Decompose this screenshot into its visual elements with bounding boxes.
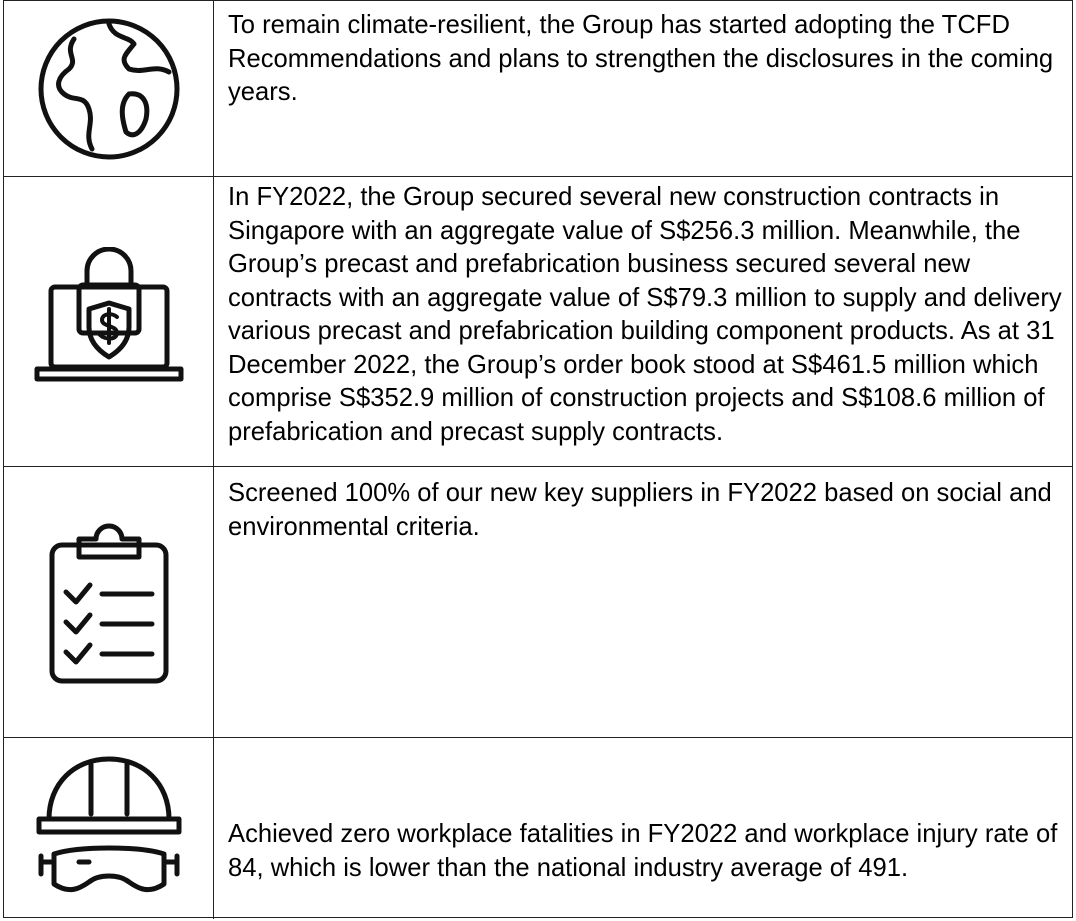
row: To remain climate-resilient, the Group h… xyxy=(4,1,1072,177)
row: In FY2022, the Group secured several new… xyxy=(4,177,1072,467)
checklist-icon xyxy=(49,523,168,684)
table: To remain climate-resilient, the Group h… xyxy=(3,0,1073,919)
icon-cell xyxy=(4,177,214,466)
icon-cell xyxy=(4,1,214,176)
safety-gear-icon xyxy=(36,756,181,892)
icon-cell xyxy=(4,738,214,919)
globe-icon xyxy=(38,18,179,159)
row-text: To remain climate-resilient, the Group h… xyxy=(228,11,1054,106)
secure-laptop-icon xyxy=(34,246,183,381)
row-text: Achieved zero workplace fatalities in FY… xyxy=(228,820,1058,882)
row: Achieved zero workplace fatalities in FY… xyxy=(4,738,1072,919)
icon-cell xyxy=(4,467,214,737)
row-text: Screened 100% of our new key suppliers i… xyxy=(228,479,1052,541)
row-text: In FY2022, the Group secured several new… xyxy=(228,183,1062,446)
row: Screened 100% of our new key suppliers i… xyxy=(4,467,1072,738)
